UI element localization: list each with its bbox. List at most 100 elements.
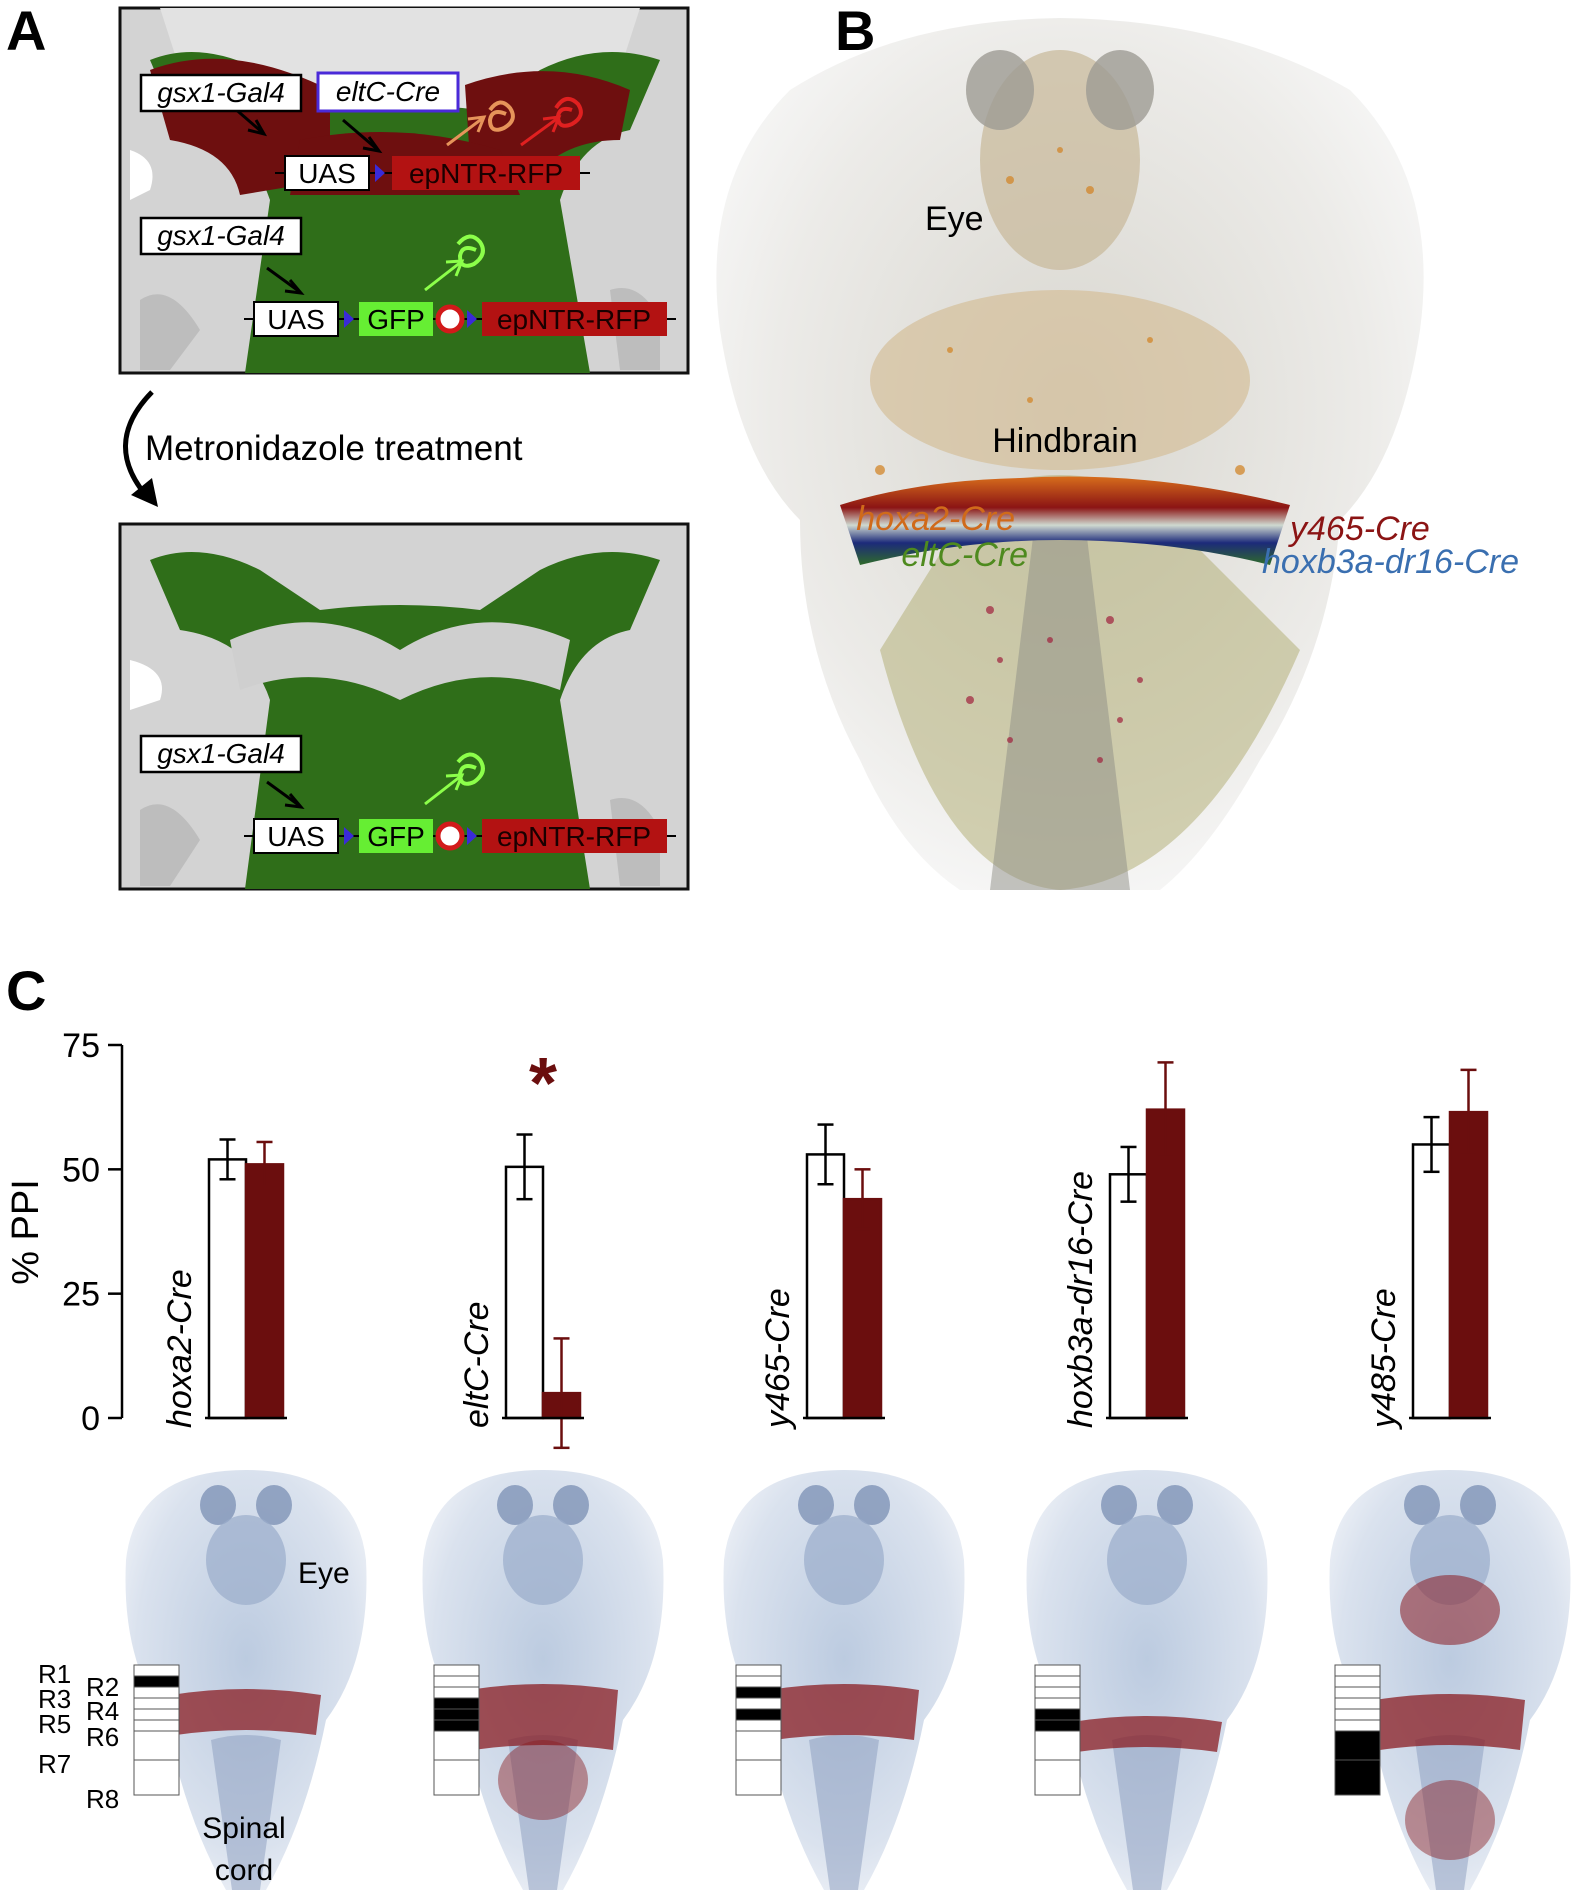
hindbrain-label: Hindbrain bbox=[992, 422, 1138, 460]
significance-asterisk: * bbox=[529, 1044, 557, 1124]
rhombomere-cell bbox=[133, 1664, 180, 1677]
rhombomere-cell bbox=[735, 1759, 782, 1796]
control-bar bbox=[805, 1153, 846, 1420]
rhombomere-labels: R1 R2 R3 R4 R5 R6 R7 R8 bbox=[38, 1659, 119, 1814]
hoxa2-cre-label: hoxa2-Cre bbox=[856, 500, 1015, 538]
y-tick-label: 25 bbox=[62, 1276, 100, 1314]
rhombomere-cell bbox=[433, 1708, 480, 1721]
brain-thumbnail bbox=[422, 1470, 664, 1890]
control-bar bbox=[1411, 1143, 1452, 1420]
loxp-icon bbox=[467, 827, 477, 845]
rhombomere-cell bbox=[133, 1708, 180, 1721]
brain-thumbnail bbox=[1329, 1470, 1571, 1890]
rhombomere-key bbox=[1334, 1664, 1381, 1796]
brain-thumbnails bbox=[125, 1470, 1571, 1890]
arrow-icon bbox=[266, 266, 301, 294]
rhombomere-label: R8 bbox=[86, 1784, 119, 1814]
rhombomere-cell bbox=[433, 1759, 480, 1796]
rhombomere-cell bbox=[1034, 1719, 1081, 1732]
y-tick-label: 50 bbox=[62, 1151, 100, 1189]
rhombomere-label: R7 bbox=[38, 1749, 71, 1779]
arrow-icon bbox=[424, 774, 462, 806]
gsx1-gal4-label: gsx1-Gal4 bbox=[157, 77, 285, 108]
uas-label: UAS bbox=[298, 158, 356, 189]
rhombomere-cell bbox=[433, 1675, 480, 1688]
rhombomere-cell bbox=[735, 1708, 782, 1721]
gfp-label: GFP bbox=[367, 304, 425, 335]
rhombomere-key bbox=[1034, 1664, 1081, 1796]
loxp-icon bbox=[467, 310, 477, 328]
rhombomere-cell bbox=[133, 1686, 180, 1699]
eltc-cre-label: eltC-Cre bbox=[901, 536, 1028, 574]
control-bar bbox=[1108, 1173, 1149, 1420]
rhombomere-cell bbox=[1034, 1664, 1081, 1677]
hoxb3a-dr16-cre-label: hoxb3a-dr16-Cre bbox=[1262, 543, 1519, 581]
rhombomere-label: R3 bbox=[38, 1684, 71, 1714]
rhombomere-cell bbox=[1334, 1675, 1381, 1688]
rhombomere-key bbox=[133, 1664, 180, 1796]
rhombomere-cell bbox=[1334, 1708, 1381, 1721]
panel-b-brain-image bbox=[716, 18, 1424, 890]
ablated-bar bbox=[244, 1163, 285, 1420]
category-label: hoxb3a-dr16-Cre bbox=[1062, 1171, 1100, 1428]
rhombomere-key bbox=[433, 1664, 480, 1796]
loxp-icon bbox=[344, 310, 354, 328]
y465-cre-label: y465-Cre bbox=[1288, 510, 1430, 548]
rhombomere-cell bbox=[133, 1675, 180, 1688]
gfp-label: GFP bbox=[367, 821, 425, 852]
gsx1-gal4-label: gsx1-Gal4 bbox=[157, 738, 285, 769]
ppi-bar-chart: 0 25 50 75 % PPI hoxa2-Cre eltC-Cre y465-Cre h… bbox=[5, 1027, 1491, 1450]
y-tick-label: 75 bbox=[62, 1027, 100, 1065]
rhombomere-cell bbox=[735, 1697, 782, 1710]
stop-icon bbox=[435, 821, 465, 851]
rhombomere-cell bbox=[433, 1719, 480, 1732]
neuron-green-icon bbox=[456, 752, 485, 786]
rhombomere-label: R2 bbox=[86, 1672, 119, 1702]
rhombomere-cell bbox=[735, 1664, 782, 1677]
gsx1-gal4-label: gsx1-Gal4 bbox=[157, 220, 285, 251]
category-label: eltC-Cre bbox=[458, 1301, 496, 1428]
y-tick-label: 0 bbox=[81, 1400, 100, 1438]
neuron-red-icon bbox=[554, 96, 583, 128]
neuron-green-icon bbox=[456, 234, 485, 268]
treatment-label: Metronidazole treatment bbox=[145, 429, 523, 468]
category-label: y485-Cre bbox=[1365, 1288, 1403, 1430]
rhombomere-cell bbox=[735, 1730, 782, 1761]
rhombomere-cell bbox=[735, 1675, 782, 1688]
control-bar bbox=[504, 1165, 545, 1420]
rhombomere-cell bbox=[433, 1686, 480, 1699]
rhombomere-label: R1 bbox=[38, 1659, 71, 1689]
panel-a-top-schematic: gsx1-Gal4 eltC-Cre UAS epNTR-RFP gsx1-Ga… bbox=[118, 6, 690, 375]
eltc-cre-label: eltC-Cre bbox=[336, 76, 440, 107]
rhombomere-cell bbox=[1034, 1675, 1081, 1688]
control-bar bbox=[207, 1158, 248, 1420]
rhombomere-cell bbox=[1334, 1730, 1381, 1761]
panel-a-letter: A bbox=[6, 0, 46, 62]
uas-label: UAS bbox=[267, 304, 325, 335]
rhombomere-label: R4 bbox=[86, 1696, 119, 1726]
loxp-icon bbox=[375, 164, 385, 182]
rhombomere-cell bbox=[1334, 1759, 1381, 1796]
spinal-label: Spinal bbox=[202, 1812, 285, 1845]
rhombomere-cell bbox=[433, 1697, 480, 1710]
rhombomere-cell bbox=[1034, 1686, 1081, 1699]
arrow-icon bbox=[266, 780, 301, 808]
rhombomere-cell bbox=[133, 1730, 180, 1761]
rhombomere-cell bbox=[133, 1759, 180, 1796]
uas-label: UAS bbox=[267, 821, 325, 852]
rhombomere-cell bbox=[735, 1686, 782, 1699]
rhombomere-cell bbox=[1034, 1697, 1081, 1710]
rhombomere-cell bbox=[1034, 1759, 1081, 1796]
rhombomere-key bbox=[735, 1664, 782, 1796]
epntr-rfp-label: epNTR-RFP bbox=[497, 304, 651, 335]
rhombomere-cell bbox=[133, 1697, 180, 1710]
rhombomere-cell bbox=[1334, 1719, 1381, 1732]
rhombomere-cell bbox=[133, 1719, 180, 1732]
rhombomere-label: R6 bbox=[86, 1722, 119, 1752]
thumbnail-eye-label: Eye bbox=[298, 1557, 350, 1590]
rhombomere-label: R5 bbox=[38, 1709, 71, 1739]
loxp-icon bbox=[344, 827, 354, 845]
arrow-icon bbox=[446, 116, 484, 147]
category-label: hoxa2-Cre bbox=[161, 1269, 199, 1428]
